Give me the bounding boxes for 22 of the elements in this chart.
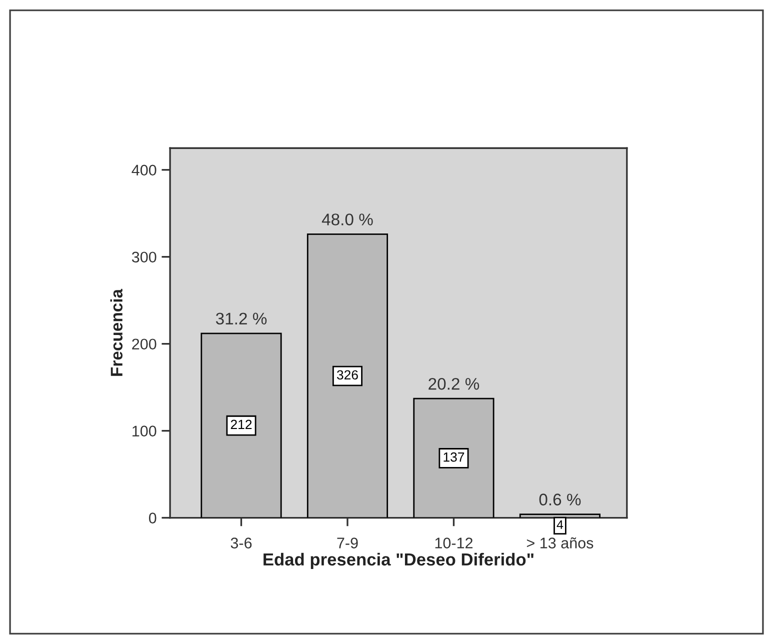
bar: [306, 234, 388, 518]
data-label: 137: [444, 452, 464, 462]
annotation: 20.2 %: [428, 378, 480, 390]
data-label: 326: [336, 370, 358, 380]
x-tick-label: 3-6: [230, 538, 252, 548]
annotation: 0.6 %: [539, 494, 581, 506]
x-tick-label: 10-12: [435, 538, 472, 548]
y-tick-label: 300: [132, 252, 156, 263]
bar: [413, 398, 494, 518]
annotation: 31.2 %: [216, 312, 267, 325]
y-tick-label: 0: [148, 512, 156, 524]
y-tick-label: 400: [132, 164, 156, 176]
x-tick-label: 7-9: [337, 538, 358, 548]
annotation: 48.0 %: [322, 214, 373, 226]
data-label: 212: [230, 420, 252, 429]
x-tick-label: > 13 años: [526, 537, 594, 548]
data-label: 4: [556, 520, 564, 529]
y-tick-label: 200: [132, 338, 156, 350]
y-tick-label: 100: [132, 426, 156, 436]
x-axis-title: Edad presencia "Deseo Diferido": [264, 552, 534, 570]
y-axis-title: Frecuencia: [110, 288, 123, 376]
bar: [200, 332, 282, 518]
